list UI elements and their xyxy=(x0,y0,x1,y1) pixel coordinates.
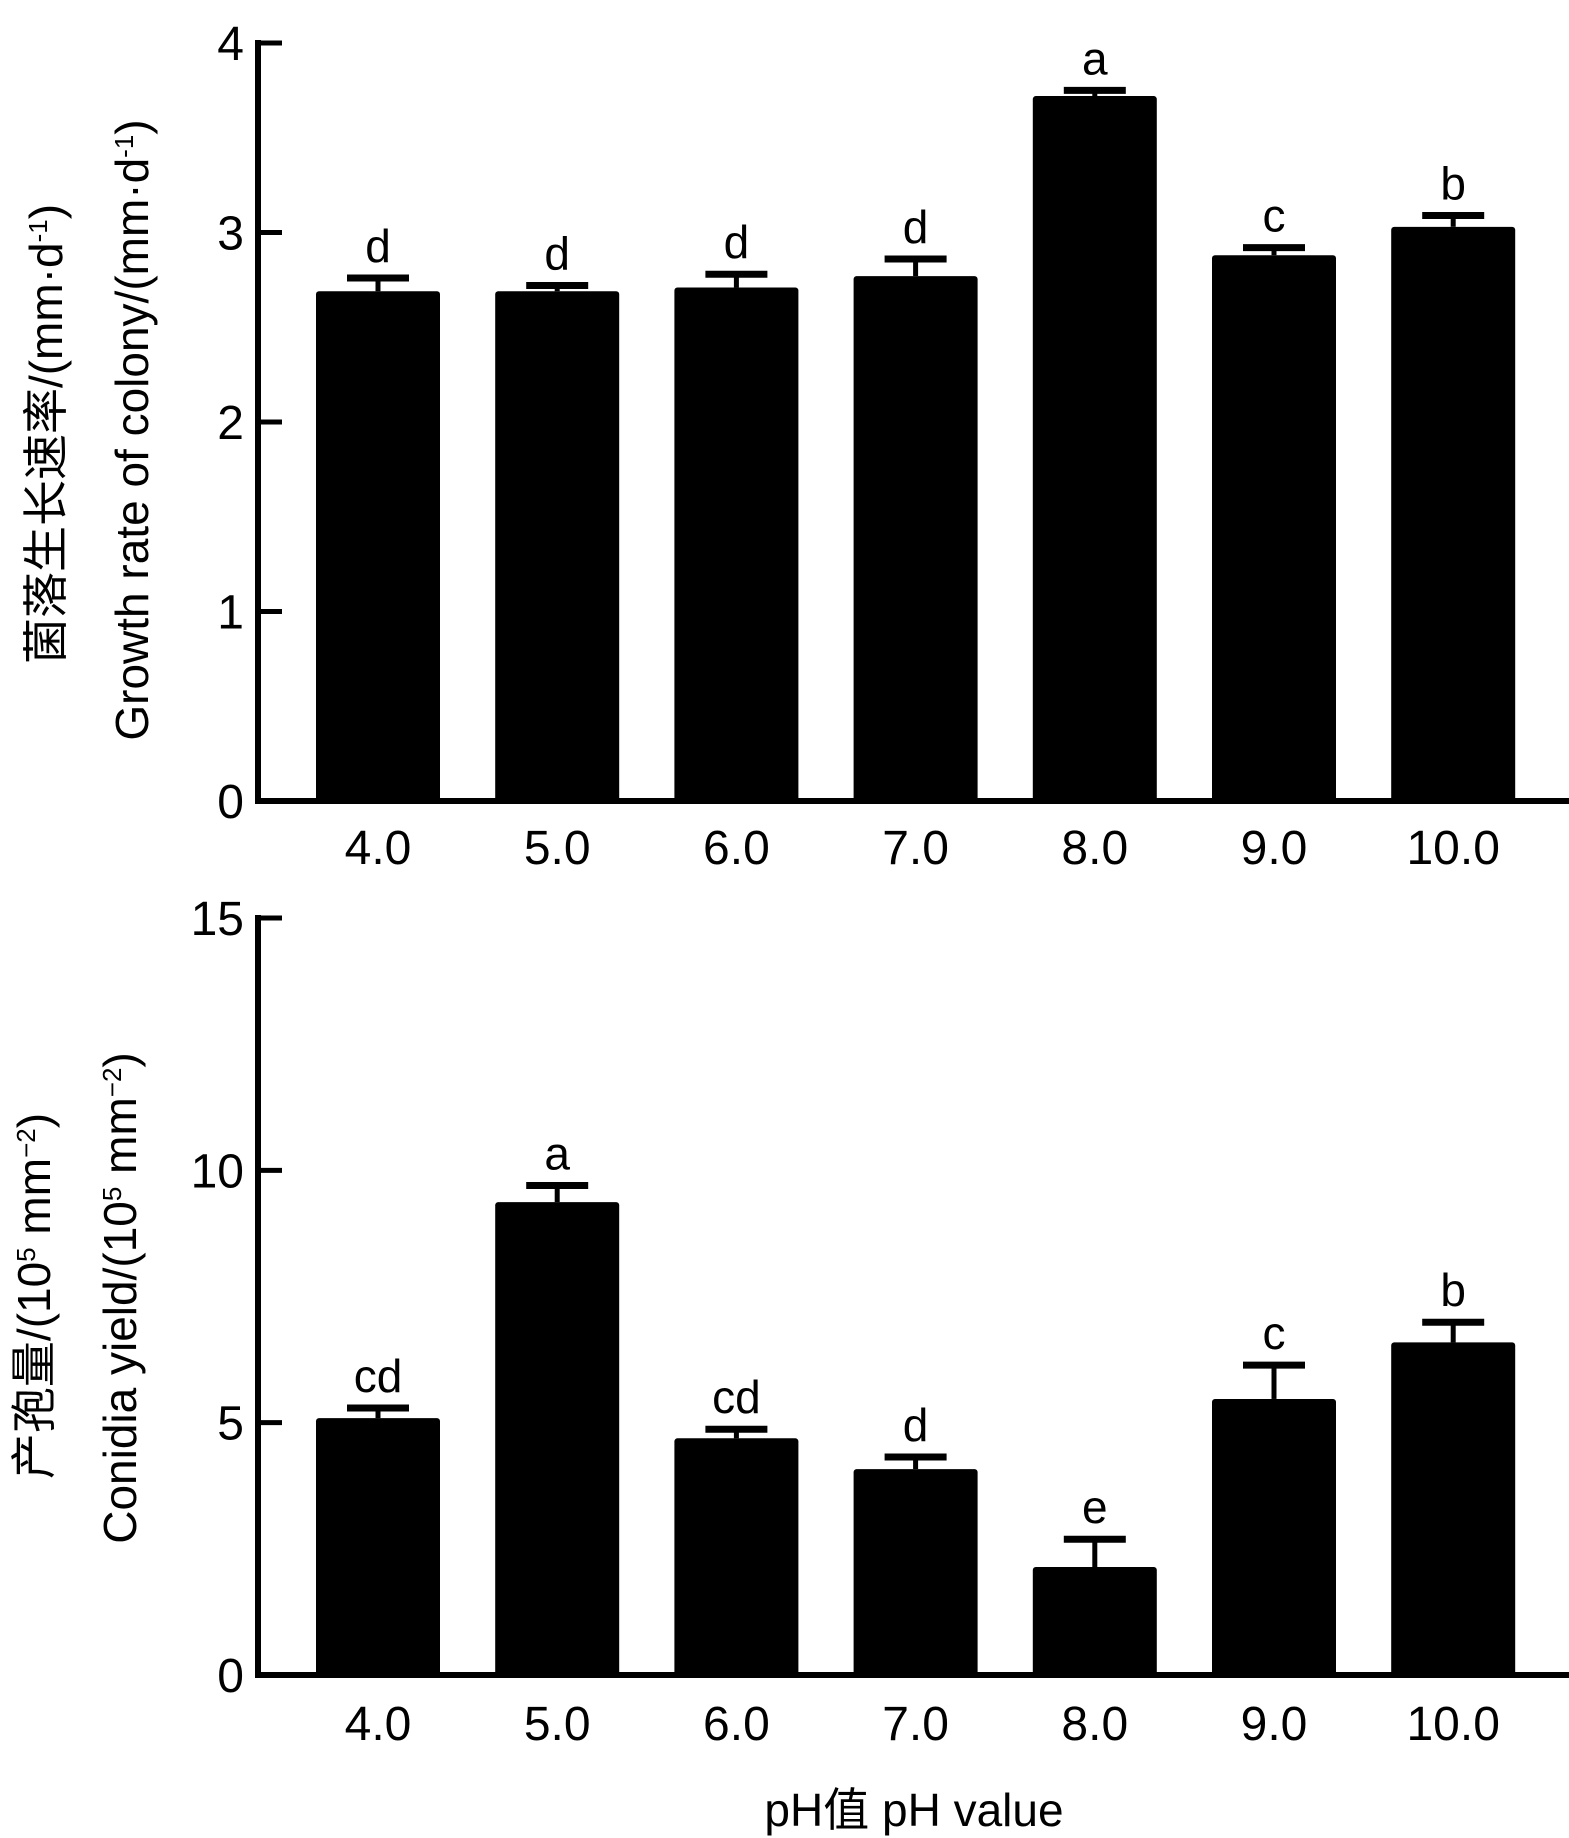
y-axis-title-en: Conidia yield/(105 mm−2) xyxy=(94,1052,146,1544)
y-tick-label: 1 xyxy=(217,587,244,640)
x-axis-title: pH值 pH value xyxy=(764,1784,1063,1836)
bar xyxy=(495,1202,620,1675)
bar xyxy=(853,276,978,802)
significance-label: cd xyxy=(712,1371,761,1423)
significance-label: e xyxy=(1082,1481,1108,1533)
y-tick-label: 2 xyxy=(217,397,244,450)
significance-label: a xyxy=(1082,32,1108,84)
y-tick-label: 4 xyxy=(217,18,244,71)
bar xyxy=(495,291,620,801)
significance-label: b xyxy=(1440,1264,1466,1316)
y-tick-label: 5 xyxy=(217,1398,244,1451)
y-axis-title-cn: 产孢量/(105 mm−2) xyxy=(8,1113,60,1479)
x-tick-label: 9.0 xyxy=(1241,1698,1308,1751)
significance-label: c xyxy=(1263,190,1286,242)
y-axis-title-cn: 菌落生长速率/(mm·d-1) xyxy=(20,204,72,664)
x-tick-label: 8.0 xyxy=(1061,822,1128,875)
y-tick-label: 0 xyxy=(217,776,244,829)
bar xyxy=(316,1418,440,1675)
conidia-yield-chart: 产孢量/(105 mm−2) Conidia yield/(105 mm−2) … xyxy=(8,893,1569,1751)
bar xyxy=(1212,255,1336,802)
x-tick-label: 4.0 xyxy=(345,822,412,875)
x-tick-label: 9.0 xyxy=(1241,822,1308,875)
bar xyxy=(674,1438,799,1675)
bar xyxy=(1212,1398,1336,1675)
significance-label: a xyxy=(544,1127,570,1179)
bar xyxy=(674,287,799,802)
x-tick-label: 8.0 xyxy=(1061,1698,1128,1751)
x-tick-label: 5.0 xyxy=(524,1698,591,1751)
x-tick-label: 6.0 xyxy=(703,1698,770,1751)
bar xyxy=(1391,1342,1516,1675)
x-tick-label: 5.0 xyxy=(524,822,591,875)
y-tick-label: 10 xyxy=(191,1145,244,1198)
bar xyxy=(853,1469,978,1675)
conidia-yield-marks: 0 5 10 15 cd 4.0 a 5.0 cd 6.0 d 7.0 e 8.0 c 9.0 b 10.0 xyxy=(191,893,1569,1751)
growth-rate-marks: 0 1 2 3 4 d 4.0 d 5.0 d 6.0 d 7.0 a 8.0 c 9.0 b 10.0 xyxy=(217,18,1569,875)
x-tick-label: 7.0 xyxy=(882,822,949,875)
bar xyxy=(1032,1567,1157,1675)
bar xyxy=(1032,96,1157,801)
significance-label: d xyxy=(903,1399,929,1451)
significance-label: b xyxy=(1440,157,1466,209)
y-axis-title-en: Growth rate of colony/(mm·d-1) xyxy=(106,119,158,740)
significance-label: d xyxy=(544,228,570,280)
bar xyxy=(316,291,440,801)
significance-label: d xyxy=(903,201,929,253)
significance-label: cd xyxy=(354,1350,403,1402)
significance-label: d xyxy=(365,220,391,272)
y-tick-label: 15 xyxy=(191,893,244,946)
x-tick-label: 7.0 xyxy=(882,1698,949,1751)
y-tick-label: 0 xyxy=(217,1650,244,1703)
conidia-yield-y-axis-title: 产孢量/(105 mm−2) Conidia yield/(105 mm−2) xyxy=(8,1052,146,1544)
significance-label: d xyxy=(724,216,750,268)
x-tick-label: 10.0 xyxy=(1406,822,1499,875)
y-tick-label: 3 xyxy=(217,208,244,261)
significance-label: c xyxy=(1263,1307,1286,1359)
growth-rate-chart: 菌落生长速率/(mm·d-1) Growth rate of colony/(m… xyxy=(20,18,1569,875)
x-tick-label: 10.0 xyxy=(1406,1698,1499,1751)
bar xyxy=(1391,226,1516,801)
growth-rate-y-axis-title: 菌落生长速率/(mm·d-1) Growth rate of colony/(m… xyxy=(20,119,158,740)
x-tick-label: 4.0 xyxy=(345,1698,412,1751)
x-tick-label: 6.0 xyxy=(703,822,770,875)
